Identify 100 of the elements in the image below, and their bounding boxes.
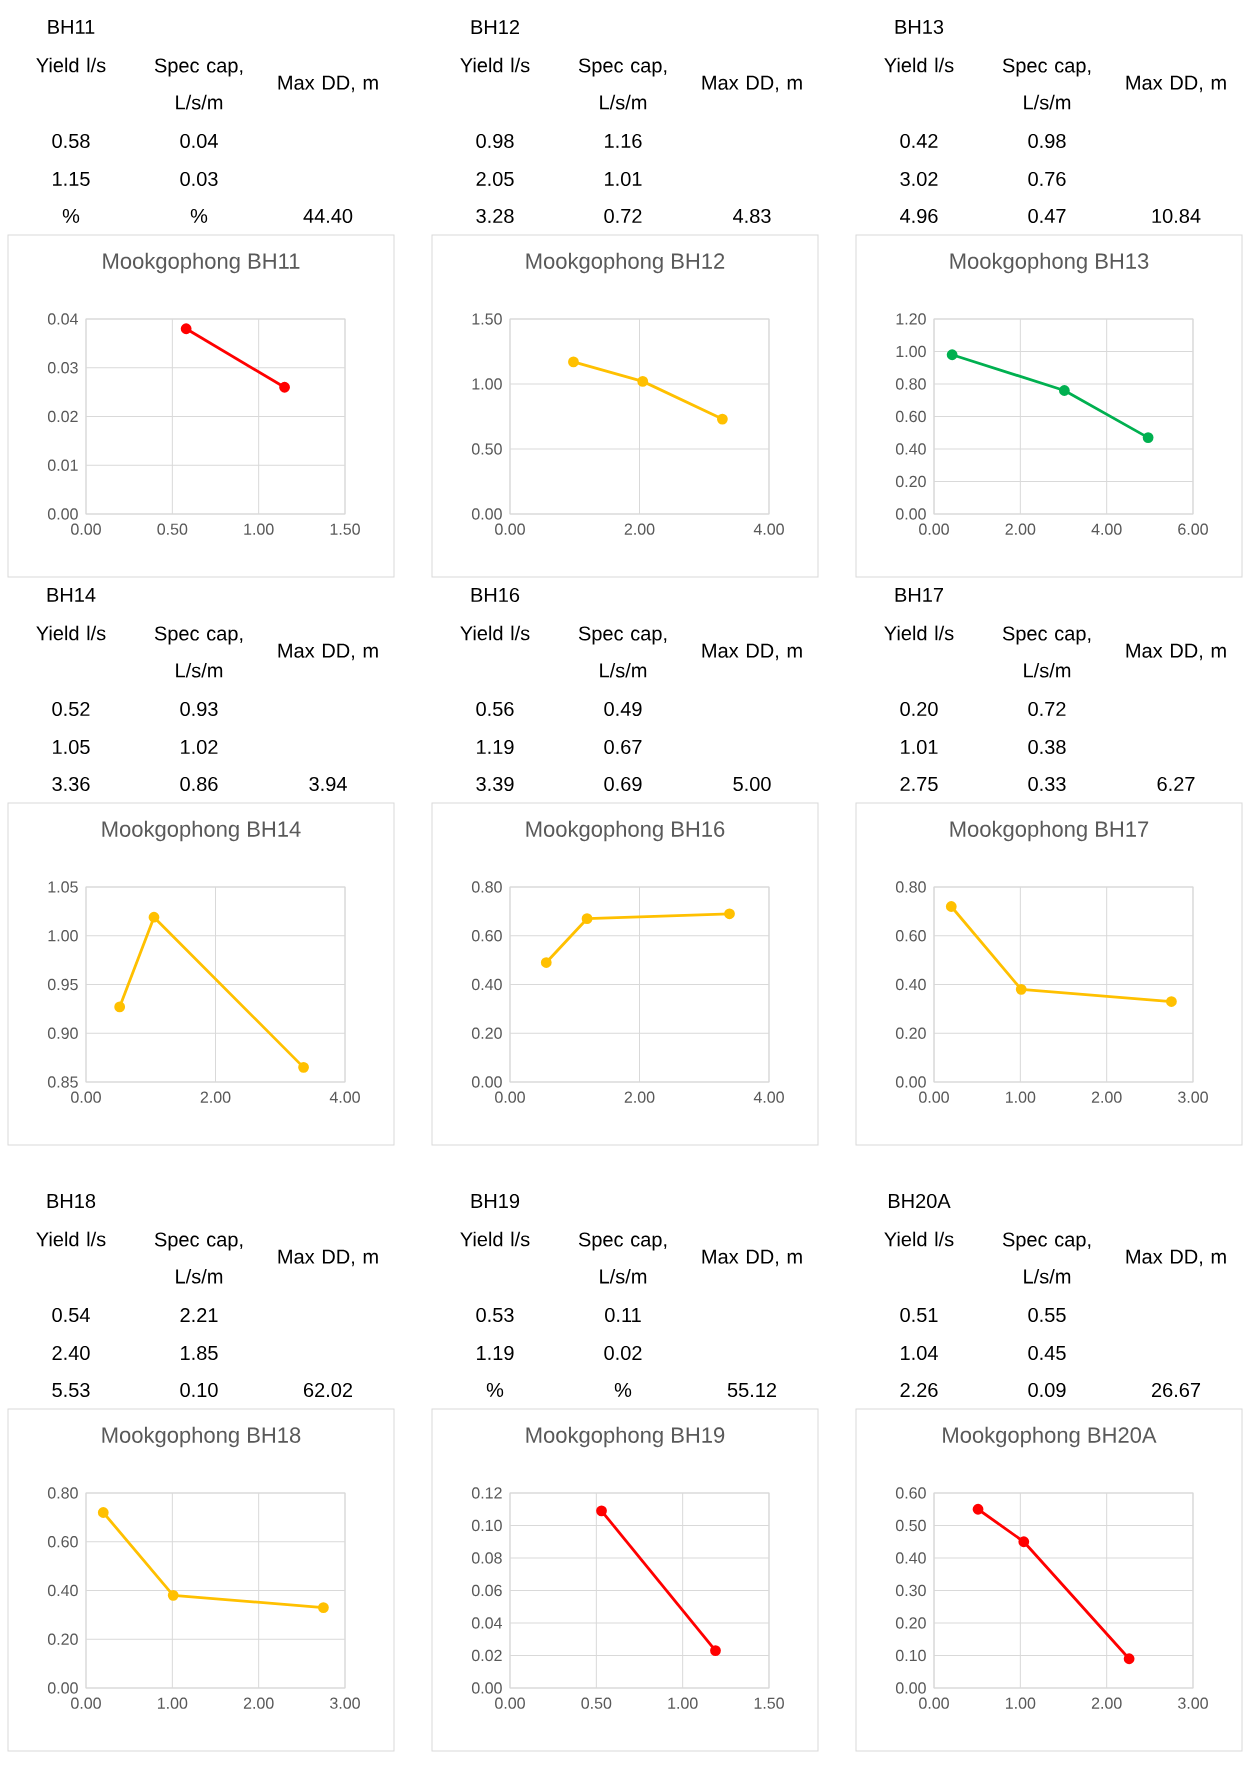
text: Spec cap, L/s/m (154, 626, 243, 678)
y-tick-label: 0.30 (895, 1584, 926, 1597)
y-tick-label: 0.02 (47, 410, 78, 423)
y-tick-label: 0.12 (471, 1487, 502, 1499)
text: 26.67 (1151, 1382, 1201, 1398)
y-tick-label: 1.05 (48, 881, 78, 893)
y-tick-label: 0.40 (895, 443, 926, 455)
point (581, 913, 593, 925)
text: 0.53 (476, 1307, 514, 1323)
text: Max DD, m (278, 75, 378, 93)
x-tick-label: 0.00 (495, 523, 525, 535)
text: 0.11 (605, 1307, 641, 1323)
y-tick-label: 0.20 (895, 1027, 926, 1039)
y-tick-label: 0.95 (47, 978, 78, 991)
text: 0.09 (1028, 1382, 1066, 1398)
text: 0.10 (180, 1382, 218, 1398)
x-tick-label: 2.00 (243, 1697, 274, 1709)
text: Yield l/s (884, 57, 954, 73)
text: 0.55 (1028, 1307, 1066, 1323)
y-tick-label: 0.60 (471, 930, 502, 942)
chart-title: Mookgophong BH20A (943, 1426, 1157, 1448)
text: 5.00 (733, 776, 771, 792)
y-tick-label: 0.90 (47, 1027, 78, 1039)
text: 1.04 (901, 1345, 938, 1361)
y-tick-label: 0.20 (47, 1633, 78, 1645)
text: 1.02 (181, 739, 218, 755)
text: 4.96 (900, 208, 938, 224)
text: 6.27 (1157, 776, 1195, 792)
x-tick-label: 0.00 (495, 1091, 525, 1103)
text: Max DD, m (1126, 1249, 1226, 1267)
text: 0.67 (604, 739, 642, 755)
text: 0.02 (604, 1345, 642, 1361)
text: Spec cap, L/s/m (578, 626, 667, 678)
y-tick-label: 0.20 (895, 475, 926, 488)
point (1018, 1536, 1030, 1548)
text: BH18 (47, 1193, 96, 1209)
x-tick-label: 4.00 (753, 1091, 784, 1103)
text: 0.69 (604, 776, 642, 792)
y-tick-label: 0.08 (471, 1552, 502, 1564)
y-tick-label: 0.60 (895, 1487, 926, 1499)
x-tick-label: 2.00 (624, 1091, 655, 1103)
chart-title: Mookgophong BH13 (950, 252, 1149, 274)
text: 0.86 (180, 776, 218, 792)
text: Max DD, m (702, 643, 802, 661)
y-tick-label: 0.10 (471, 1519, 502, 1532)
text: 1.01 (605, 171, 642, 187)
text: 3.39 (476, 776, 514, 792)
text: Max DD, m (702, 75, 802, 93)
chart-title: Mookgophong BH17 (950, 820, 1149, 842)
text: Spec cap, L/s/m (578, 58, 667, 110)
text: BH17 (895, 588, 944, 602)
y-tick-label: 0.40 (895, 1552, 926, 1564)
x-tick-label: 0.00 (919, 1091, 949, 1103)
text: 1.19 (477, 739, 514, 755)
text: 3.36 (52, 776, 90, 792)
point (148, 911, 160, 923)
x-tick-label: 2.00 (1005, 523, 1036, 535)
text: 0.33 (1028, 776, 1066, 792)
text: Max DD, m (278, 643, 378, 661)
text: 0.45 (1028, 1345, 1066, 1361)
x-tick-label: 3.00 (330, 1697, 360, 1709)
x-tick-label: 2.00 (1091, 1091, 1122, 1103)
text: Yield l/s (36, 1231, 106, 1247)
text: 4.83 (733, 208, 771, 224)
text: % (486, 1382, 504, 1397)
text: Spec cap, L/s/m (578, 1232, 667, 1284)
text: 1.85 (181, 1345, 218, 1361)
point (97, 1507, 109, 1518)
y-tick-label: 0.20 (471, 1027, 502, 1039)
text: 3.28 (476, 208, 514, 224)
text: Max DD, m (1126, 643, 1226, 661)
x-tick-label: 0.50 (581, 1697, 612, 1709)
text: 0.54 (52, 1307, 90, 1323)
y-tick-label: 0.00 (895, 1682, 926, 1694)
point (972, 1503, 984, 1515)
y-tick-label: 0.80 (471, 881, 502, 893)
text: 0.38 (1028, 739, 1066, 755)
x-tick-label: 0.00 (495, 1697, 525, 1709)
point (298, 1061, 309, 1073)
y-tick-label: 0.01 (47, 459, 78, 471)
y-tick-label: 1.00 (472, 378, 502, 390)
y-tick-label: 0.00 (895, 1076, 926, 1088)
y-tick-label: 0.60 (47, 1536, 78, 1548)
x-tick-label: 0.00 (71, 1697, 101, 1709)
point (1142, 432, 1154, 444)
x-tick-label: 1.50 (754, 1697, 784, 1709)
text: 62.02 (304, 1382, 353, 1398)
x-tick-label: 0.00 (919, 523, 949, 535)
x-tick-label: 6.00 (1178, 523, 1208, 535)
text: BH16 (471, 587, 520, 603)
y-tick-label: 0.80 (47, 1487, 78, 1499)
x-tick-label: 1.50 (330, 523, 360, 535)
text: Yield l/s (460, 1231, 530, 1247)
x-tick-label: 4.00 (329, 1091, 360, 1103)
y-tick-label: 0.00 (471, 1682, 502, 1694)
text: Spec cap, L/s/m (1002, 626, 1091, 678)
y-tick-label: 0.40 (895, 978, 926, 991)
text: 0.56 (476, 701, 514, 717)
y-tick-label: 1.20 (896, 313, 926, 325)
y-tick-label: 0.00 (47, 1682, 78, 1694)
